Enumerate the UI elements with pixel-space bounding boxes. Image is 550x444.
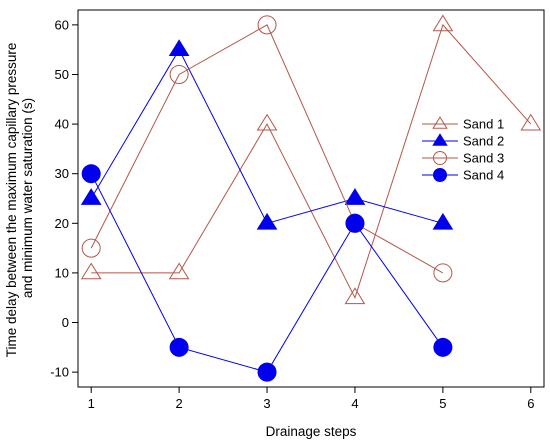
sand-1-point xyxy=(256,113,278,131)
legend-swatch-marker xyxy=(433,151,447,165)
sand-4-point xyxy=(169,337,189,357)
sand-3-line xyxy=(90,24,444,274)
legend-item-sand-3: Sand 3 xyxy=(422,151,504,166)
y-tick-label: 40 xyxy=(55,117,69,132)
sand-3-point xyxy=(169,64,189,84)
legend-swatch-marker xyxy=(432,116,448,129)
legend-item-sand-1: Sand 1 xyxy=(422,116,504,132)
sand-2-point xyxy=(80,188,102,205)
x-tick-label: 3 xyxy=(263,396,270,411)
y-axis-title-line-2: and minimum water saturation (s) xyxy=(20,98,35,298)
x-tick-label: 5 xyxy=(439,396,446,411)
x-axis-title: Drainage steps xyxy=(266,424,357,439)
x-tick-label: 2 xyxy=(175,396,182,411)
sand-2-point xyxy=(256,212,278,230)
legend-swatch-marker xyxy=(432,133,448,146)
legend-item-sand-4: Sand 4 xyxy=(422,168,504,183)
sand-3-point xyxy=(81,238,101,258)
legend-swatch-marker xyxy=(433,168,447,182)
x-tick-label: 1 xyxy=(88,396,95,411)
legend-label-sand-2: Sand 2 xyxy=(463,134,504,149)
sand-4-point xyxy=(257,362,277,382)
y-axis-title: Time delay between the maximum capillary… xyxy=(4,39,35,357)
sand-4-point xyxy=(433,337,453,357)
x-tick-label: 6 xyxy=(527,396,534,411)
x-tick-label: 4 xyxy=(351,396,358,411)
y-tick-label: 60 xyxy=(55,17,69,32)
axes: 1 2 3 4 5 6 -10 0 10 20 30 40 50 60 xyxy=(50,17,534,411)
sand-1-point xyxy=(520,113,542,131)
legend-item-sand-2: Sand 2 xyxy=(422,133,504,149)
legend-label-sand-4: Sand 4 xyxy=(463,168,504,183)
sand-3-point xyxy=(257,15,277,35)
sand-4-point xyxy=(345,213,365,233)
sand-1-point xyxy=(432,14,454,32)
y-tick-label: 30 xyxy=(55,166,69,181)
sand-2-line xyxy=(90,48,444,224)
sand-2-point xyxy=(168,39,190,57)
y-tick-label: 10 xyxy=(55,265,69,280)
legend: Sand 1 Sand 2 Sand 3 Sand 4 xyxy=(422,116,504,183)
y-tick-label: 50 xyxy=(55,67,69,82)
y-tick-label: -10 xyxy=(50,365,69,380)
sand-1-point xyxy=(344,287,366,305)
sand-4-point xyxy=(81,164,101,184)
series-layer xyxy=(80,14,542,382)
y-tick-label: 20 xyxy=(55,216,69,231)
series-sand-4 xyxy=(81,164,453,382)
y-axis-title-line-1: Time delay between the maximum capillary… xyxy=(4,43,19,358)
sand-3-point xyxy=(433,263,453,283)
sand-1-point xyxy=(80,262,102,280)
legend-label-sand-3: Sand 3 xyxy=(463,151,504,166)
sand-2-point xyxy=(432,212,454,230)
legend-label-sand-1: Sand 1 xyxy=(463,117,504,132)
series-sand-3 xyxy=(81,15,453,283)
sand-1-point xyxy=(168,262,190,280)
plot-frame xyxy=(77,9,545,388)
y-tick-label: 0 xyxy=(62,315,69,330)
series-sand-2 xyxy=(80,39,454,230)
sand-2-point xyxy=(344,188,366,205)
